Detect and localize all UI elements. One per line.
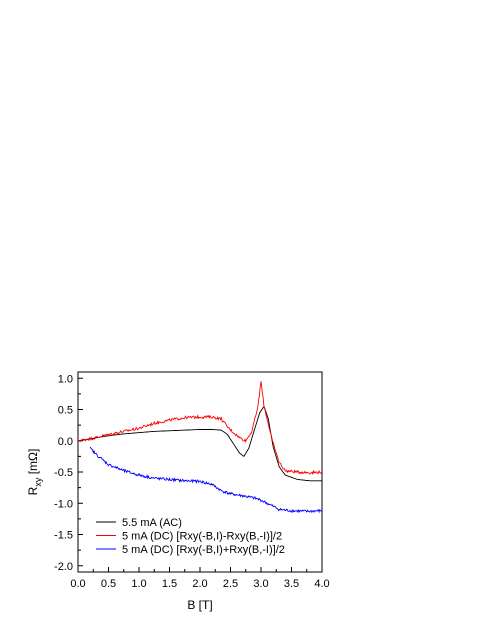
x-axis-ticks: 0.0 0.5 1.0 1.5 2.0 2.5 3.0 3.5 4.0 <box>70 567 330 590</box>
x-tick-label: 1.5 <box>162 578 177 590</box>
x-tick-label: 2.5 <box>223 578 238 590</box>
y-tick-label: -2.0 <box>54 561 73 573</box>
x-axis-label: B [T] <box>187 598 212 612</box>
y-axis-label-sub: xy <box>33 477 43 487</box>
y-axis-label-main: R <box>26 486 40 495</box>
y-tick-label: -1.5 <box>54 530 73 542</box>
series-line-2 <box>77 381 323 476</box>
y-tick-label: -0.5 <box>54 467 73 479</box>
y-tick-label: 0.5 <box>58 405 73 417</box>
legend-entry: 5 mA (DC) [Rxy(-B,I)-Rxy(B,-I)]/2 <box>122 531 282 543</box>
legend-entry: 5.5 mA (AC) <box>122 517 182 529</box>
y-axis-ticks: 1.0 0.5 0.0 -0.5 -1.0 -1.5 -2.0 <box>54 373 83 573</box>
x-tick-label: 3.0 <box>253 578 268 590</box>
legend-entry: 5 mA (DC) [Rxy(-B,I)+Rxy(B,-I)]/2 <box>122 544 285 556</box>
legend: 5.5 mA (AC) 5 mA (DC) [Rxy(-B,I)-Rxy(B,-I… <box>96 517 285 556</box>
x-tick-label: 0.0 <box>70 578 85 590</box>
series-line-1 <box>77 405 322 482</box>
y-axis-label-unit: [mΩ] <box>26 449 40 478</box>
x-tick-label: 4.0 <box>314 578 329 590</box>
series-lines <box>77 381 323 514</box>
x-tick-label: 3.5 <box>284 578 299 590</box>
x-tick-label: 0.5 <box>101 578 116 590</box>
x-tick-label: 1.0 <box>131 578 146 590</box>
y-axis-label: Rxy [mΩ] <box>26 449 43 496</box>
y-tick-label: 1.0 <box>58 373 73 385</box>
x-tick-label: 2.0 <box>192 578 207 590</box>
y-tick-label: 0.0 <box>58 436 73 448</box>
y-tick-label: -1.0 <box>54 498 73 510</box>
series-line-3 <box>89 446 323 514</box>
